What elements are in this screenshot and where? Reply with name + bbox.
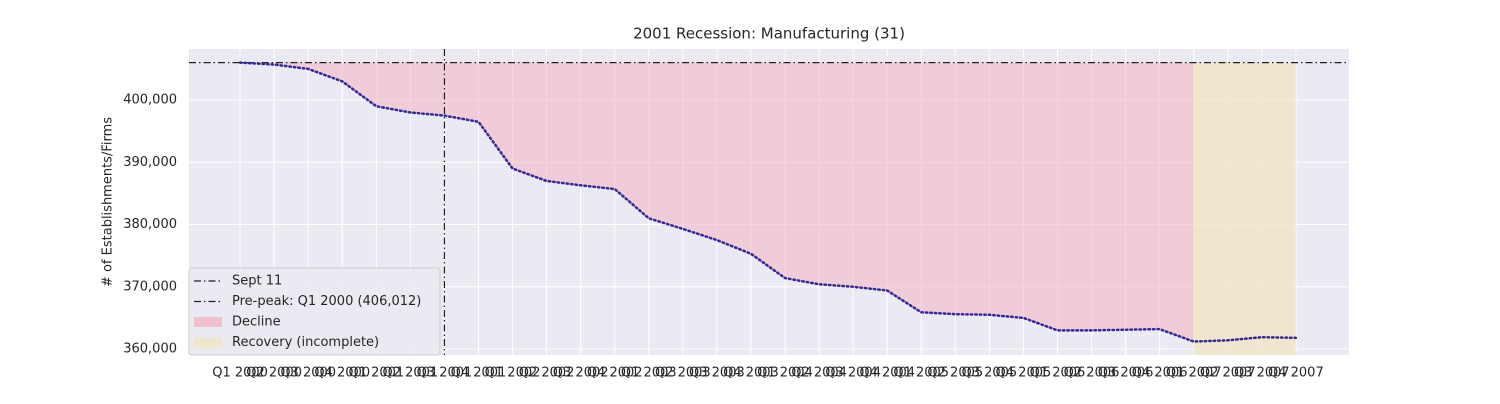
x-tick-label: Q2 2007	[1200, 366, 1256, 381]
series-line	[238, 61, 1298, 343]
x-tick-label: Q1 2000	[212, 366, 268, 381]
x-tick-label: Q3 2000	[280, 366, 336, 381]
x-tick-label: Q3 2004	[825, 366, 881, 381]
x-tick-label: Q1 2007	[1166, 366, 1222, 381]
x-tick-label: Q2 2006	[1064, 366, 1120, 381]
y-tick-label: 360,000	[123, 342, 177, 357]
x-tick-label: Q1 2004	[757, 366, 813, 381]
x-tick-label: Q4 2000	[314, 366, 370, 381]
legend: Sept 11 Pre-peak: Q1 2000 (406,012) Declin…	[188, 267, 441, 356]
legend-label: Pre-peak: Q1 2000 (406,012)	[232, 294, 421, 309]
legend-swatch	[194, 317, 222, 327]
x-tick-label: Q4 2002	[587, 366, 643, 381]
x-tick-label: Q3 2007	[1234, 366, 1290, 381]
legend-box	[188, 267, 441, 356]
x-tick-label: Q1 2002	[485, 366, 541, 381]
y-axis-label: # of Establishments/Firms	[101, 117, 116, 287]
x-tick-label: Q2 2005	[927, 366, 983, 381]
x-tick-label: Q3 2002	[553, 366, 609, 381]
x-tick-label: Q2 2004	[791, 366, 847, 381]
x-tick-label: Q3 2005	[961, 366, 1017, 381]
x-tick-label: Q1 2003	[621, 366, 677, 381]
x-tick-label: Q4 2005	[996, 366, 1052, 381]
x-tick-label: Q3 2003	[689, 366, 745, 381]
legend-label: Decline	[232, 315, 281, 330]
legend-label: Sept 11	[232, 274, 282, 289]
y-tick-label: 390,000	[123, 155, 177, 170]
chart-title: 2001 Recession: Manufacturing (31)	[633, 25, 905, 43]
x-tick-label: Q4 2001	[451, 366, 507, 381]
x-tick-label: Q4 2006	[1132, 366, 1188, 381]
x-tick-label: Q4 2004	[859, 366, 915, 381]
x-tick-label: Q2 2003	[655, 366, 711, 381]
y-tick-label: 400,000	[123, 93, 177, 108]
x-tick-label: Q2 2002	[519, 366, 575, 381]
y-tick-label: 370,000	[123, 279, 177, 294]
x-tick-label: Q1 2006	[1030, 366, 1086, 381]
x-tick-label: Q4 2003	[723, 366, 779, 381]
x-tick-label: Q4 2007	[1268, 366, 1324, 381]
x-tick-label: Q3 2006	[1098, 366, 1154, 381]
x-tick-label: Q2 2001	[383, 366, 439, 381]
x-tick-label: Q3 2001	[417, 366, 473, 381]
x-tick-label: Q1 2001	[348, 366, 404, 381]
decline-area	[240, 62, 1194, 342]
recovery-area	[1193, 62, 1296, 356]
legend-label: Recovery (incomplete)	[232, 335, 379, 350]
y-tick-label: 380,000	[123, 217, 177, 232]
x-tick-label: Q2 2000	[246, 366, 302, 381]
legend-swatch	[194, 337, 222, 348]
x-tick-label: Q1 2005	[893, 366, 949, 381]
